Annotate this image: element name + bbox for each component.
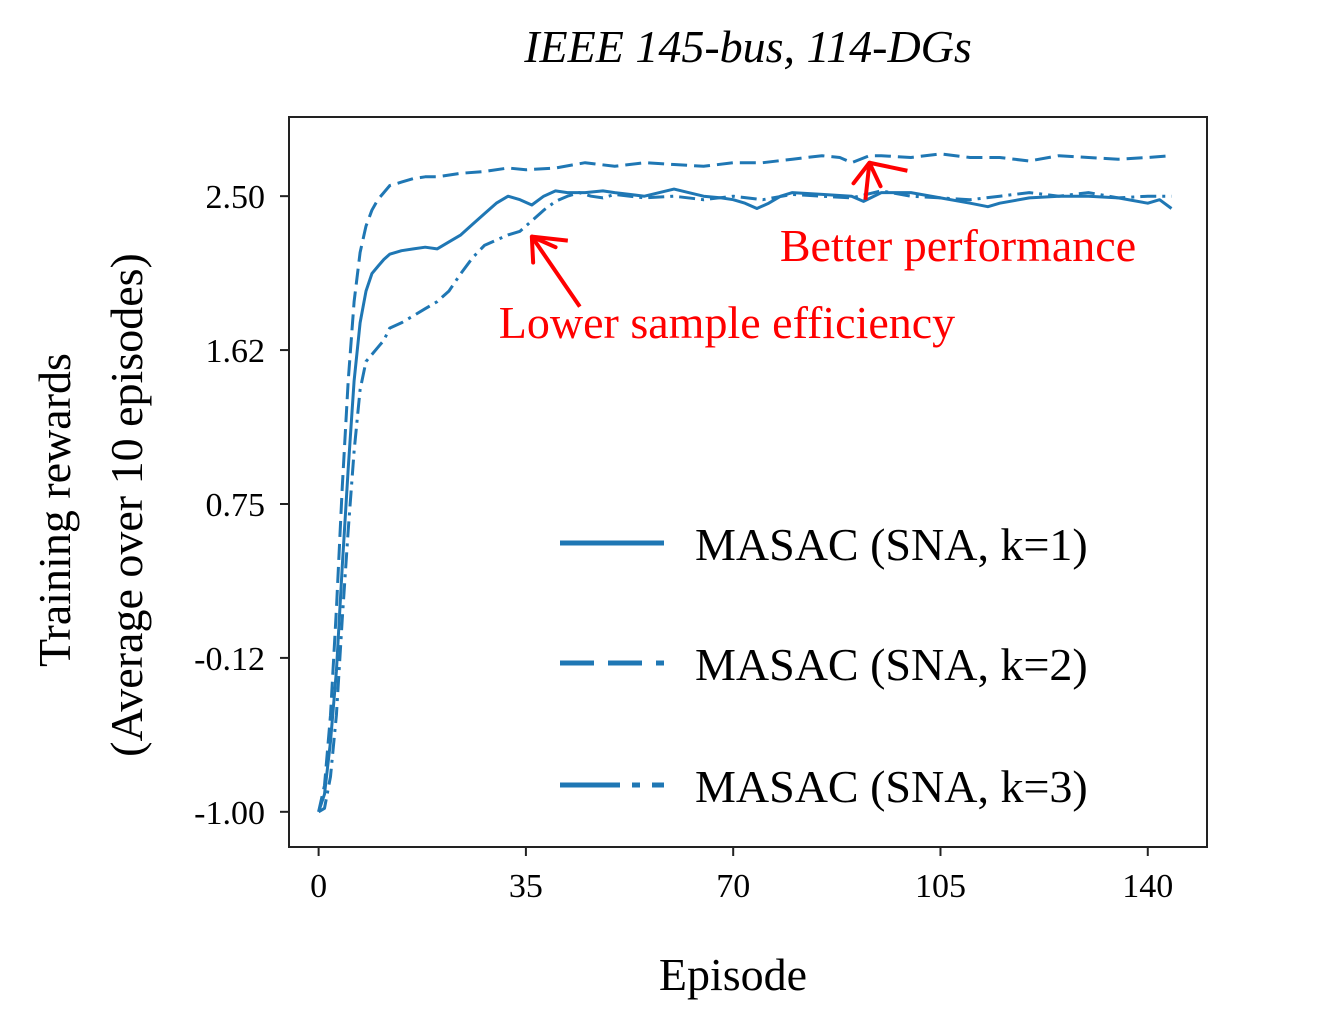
axis-ticks: 0 35 70 105 140 -1.00 -0.12 0.75 1.62 2.50 xyxy=(194,179,1173,905)
lower-sample-efficiency-arrow-tail xyxy=(531,234,569,243)
y-axis-label-line-1: Training rewards xyxy=(29,353,80,667)
y-tick-label: 2.50 xyxy=(206,179,266,216)
lower-sample-efficiency-label: Lower sample efficiency xyxy=(499,297,955,348)
y-tick-label: 1.62 xyxy=(206,333,266,370)
legend-label-k2: MASAC (SNA, k=2) xyxy=(695,639,1088,690)
x-tick-label: 0 xyxy=(310,868,327,905)
legend-label-k3: MASAC (SNA, k=3) xyxy=(695,761,1088,812)
chart-title: IEEE 145-bus, 114-DGs xyxy=(523,21,972,72)
better-performance-arrow-tail xyxy=(869,160,908,173)
lower-sample-efficiency-arrow xyxy=(530,235,582,308)
legend-label-k1: MASAC (SNA, k=1) xyxy=(695,519,1088,570)
y-axis-label-line-2: (Average over 10 episodes) xyxy=(101,253,152,757)
annotation-layer: Better performance Lower sample efficienc… xyxy=(499,160,1136,348)
series-layer xyxy=(317,152,1173,814)
x-tick-label: 105 xyxy=(915,868,966,905)
legend: MASAC (SNA, k=1) MASAC (SNA, k=2) MASAC (S… xyxy=(560,519,1088,812)
x-tick-label: 140 xyxy=(1122,868,1173,905)
series-line-k3 xyxy=(317,189,1172,814)
x-tick-label: 70 xyxy=(716,868,750,905)
series-line-k1 xyxy=(317,187,1173,813)
y-axis-label: Training rewards (Average over 10 episod… xyxy=(29,253,152,757)
plot-frame xyxy=(288,116,1208,848)
y-tick-label: -1.00 xyxy=(194,795,265,832)
x-axis-label: Episode xyxy=(659,949,807,1000)
y-tick-label: 0.75 xyxy=(206,487,266,524)
x-tick-label: 35 xyxy=(509,868,543,905)
better-performance-arrow xyxy=(863,162,872,200)
series-line-k2 xyxy=(317,152,1172,813)
better-performance-label: Better performance xyxy=(780,220,1136,271)
y-tick-label: -0.12 xyxy=(194,641,265,678)
